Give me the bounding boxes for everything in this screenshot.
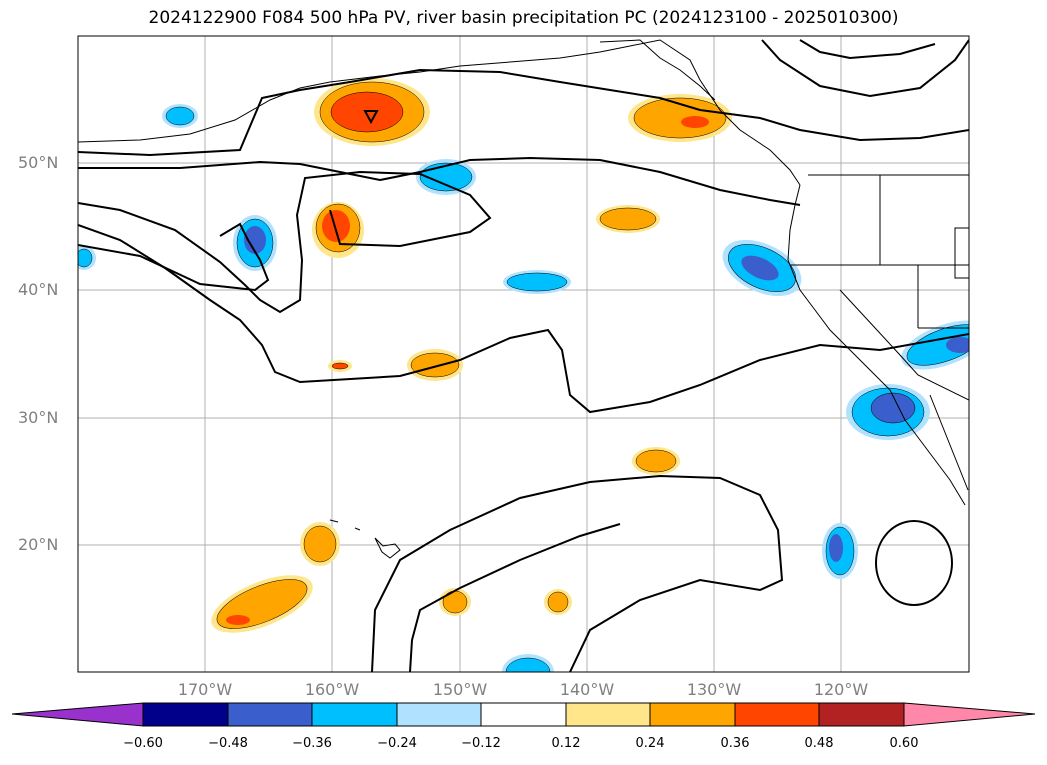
lon-label-120w: 120°W bbox=[813, 680, 869, 699]
lat-label-50: 50°N bbox=[18, 153, 59, 172]
lat-label-20: 20°N bbox=[18, 535, 59, 554]
colorbar-tick: −0.60 bbox=[123, 736, 163, 751]
lon-label-170w: 170°W bbox=[177, 680, 233, 699]
pv-contours bbox=[78, 39, 969, 672]
colorbar-tick: −0.12 bbox=[461, 736, 501, 751]
lon-label-130w: 130°W bbox=[686, 680, 742, 699]
lon-label-160w: 160°W bbox=[304, 680, 360, 699]
colorbar-tick: −0.24 bbox=[377, 736, 417, 751]
min-marker bbox=[363, 110, 379, 125]
colorbar-tick: 0.60 bbox=[889, 736, 919, 751]
colorbar bbox=[11, 702, 1036, 727]
colorbar-tick: 0.24 bbox=[635, 736, 665, 751]
lat-label-40: 40°N bbox=[18, 280, 59, 299]
colorbar-tick: 0.36 bbox=[720, 736, 750, 751]
colorbar-tick: 0.48 bbox=[804, 736, 834, 751]
lat-label-30: 30°N bbox=[18, 408, 59, 427]
colorbar-extend-high bbox=[903, 702, 1036, 727]
lon-label-150w: 150°W bbox=[432, 680, 488, 699]
colorbar-tick: −0.48 bbox=[208, 736, 248, 751]
colorbar-tick: 0.12 bbox=[551, 736, 581, 751]
lon-label-140w: 140°W bbox=[559, 680, 615, 699]
colorbar-tick: −0.36 bbox=[292, 736, 332, 751]
colorbar-extend-low bbox=[11, 702, 144, 727]
precip-blobs bbox=[78, 78, 969, 672]
map-frame bbox=[77, 35, 970, 673]
map-title: 2024122900 F084 500 hPa PV, river basin … bbox=[148, 8, 899, 28]
coastlines bbox=[78, 39, 969, 559]
